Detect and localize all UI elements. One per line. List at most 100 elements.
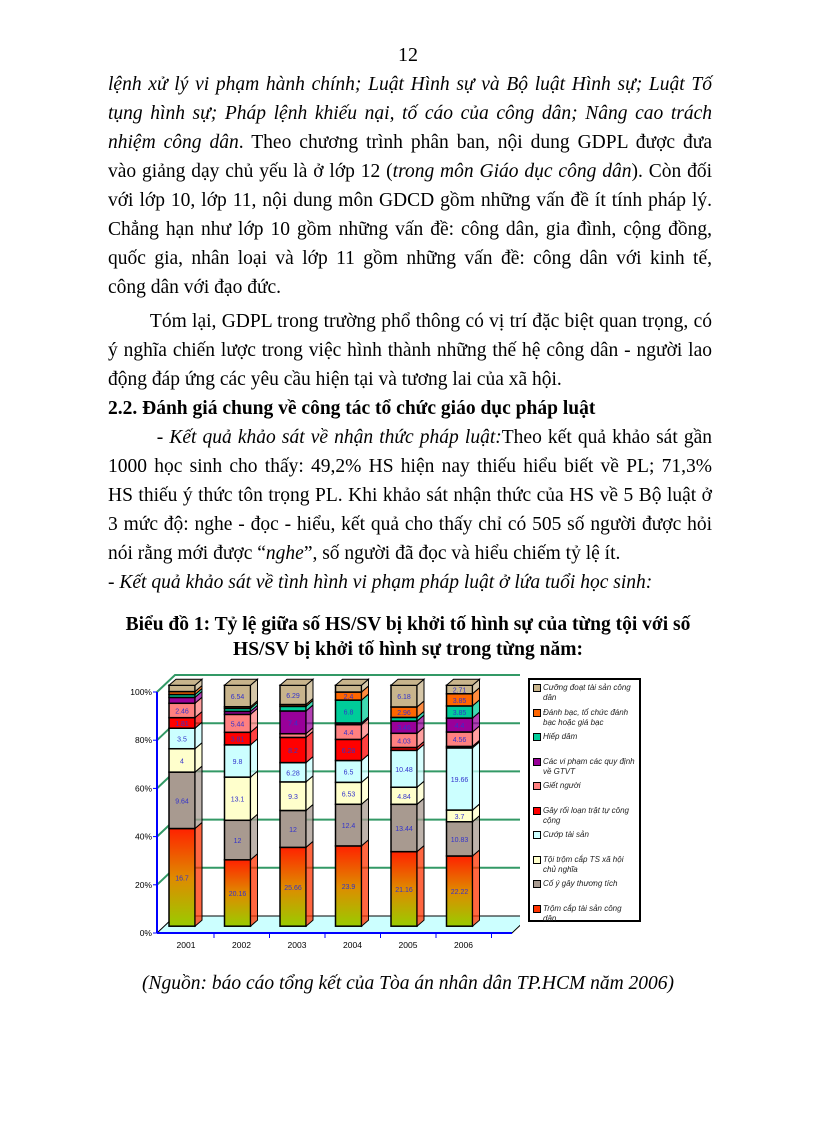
data-label: 3.85 [453, 710, 467, 717]
text-segment: ý nghĩa chiến lược trong việc hình thành… [108, 340, 712, 361]
legend-swatch [533, 708, 541, 717]
text-segment: . Theo chương trình phân ban, nội dung G… [238, 132, 713, 153]
x-tick-label: 2004 [343, 940, 362, 950]
data-label: 3.81 [231, 737, 245, 744]
legend-swatch [533, 806, 541, 815]
text-line: nhiệm công dân. Theo chương trình phân b… [108, 131, 712, 155]
text-line: tụng hình sự; Pháp lệnh khiếu nại, tố cá… [108, 102, 712, 126]
bar-segment-side [250, 852, 258, 928]
text-segment: - Kết quả khảo sát về nhận thức pháp luậ… [108, 427, 502, 448]
bar-segment-side [361, 797, 369, 848]
bar-segment-side [305, 840, 314, 928]
text-line: 2.2. Đánh giá chung về công tác tổ chức … [108, 397, 712, 421]
legend-label: Hiếp dâm [543, 732, 578, 741]
text-line: - Kết quả khảo sát về tình hình vi phạm … [108, 571, 712, 595]
bar-segment-side [416, 743, 425, 789]
bar-segment [168, 771, 196, 830]
legend-item: Gây rối loạn trật tự công cộng [533, 806, 636, 831]
text-segment: vào giảng dạy chủ yếu là ở lớp 12 ( [108, 161, 393, 182]
y-tick-label: 20% [135, 880, 152, 890]
legend-item: Cướp tài sản [533, 830, 636, 855]
legend-label: Cướp tài sản [543, 830, 589, 839]
legend-swatch [533, 733, 541, 741]
text-segment: 1000 học sinh cho thấy: 49,2% HS hiện na… [108, 456, 712, 477]
bar-top [278, 678, 315, 686]
text-segment: ). Còn đối [631, 161, 712, 182]
gridline [156, 674, 520, 693]
legend-swatch [533, 880, 541, 888]
y-tick-label: 40% [135, 832, 152, 842]
data-label: 6.28 [342, 748, 356, 755]
text-segment: động đáp ứng các yêu cầu hiện tại và tươ… [108, 369, 562, 390]
data-label: 9.3 [288, 794, 298, 801]
text-segment: ”, số người đã đọc và hiểu chiếm tỷ lệ í… [303, 543, 621, 564]
text-line: nói rằng mới được “nghe”, số người đã đọ… [108, 542, 712, 566]
bar-segment-side [305, 803, 314, 849]
data-label: 19.66 [451, 777, 469, 784]
bar-segment-side [250, 813, 258, 861]
text-segment: - Kết quả khảo sát về tình hình vi phạm … [108, 572, 653, 593]
legend-label: Tội trộm cắp TS xã hội chủ nghĩa [543, 854, 624, 874]
bar-segment-side [194, 765, 203, 830]
text-segment: với lớp 10, lớp 11, nội dung môn GDCD gồ… [108, 190, 712, 211]
data-label: 6.5 [344, 769, 354, 776]
bar-segment-side [472, 740, 480, 812]
bar-segment [223, 819, 252, 861]
bar-segment-side [416, 797, 425, 853]
y-tick-label: 60% [135, 783, 152, 793]
data-label: 25.66 [284, 885, 302, 892]
text-segment: công dân với đạo đức. [108, 277, 282, 298]
legend-label: Cố ý gây thương tích [543, 879, 618, 888]
text-segment: nhiệm công dân [108, 132, 239, 153]
data-label: 2.96 [397, 710, 411, 717]
legend-item: Tội trộm cắp TS xã hội chủ nghĩa [533, 855, 636, 880]
bar-top [167, 678, 204, 686]
data-label: 6.8 [344, 710, 354, 717]
bar-segment-side [416, 844, 425, 928]
data-label: 3.46 [397, 725, 411, 732]
stacked-bar-chart: 0% 20% 40% 60% 80% 100% 16.7 9.64 4 3.5 1.81 2.46 20… [130, 674, 520, 950]
chart-title-line-1: Biểu đồ 1: Tỷ lệ giữa số HS/SV bị khởi t… [125, 614, 691, 635]
legend-item: Hiếp dâm [533, 732, 636, 757]
data-label: 1.81 [175, 721, 189, 728]
data-label: 2.71 [453, 687, 467, 694]
data-label: 20.16 [229, 891, 247, 898]
text-segment: Chẳng hạn như lớp 10 gồm những vấn đề: c… [108, 219, 712, 240]
data-label: 12.4 [342, 823, 356, 830]
x-tick-label: 2001 [177, 940, 196, 950]
text-segment: Theo kết quả khảo sát gần [501, 427, 713, 448]
text-line: quốc gia, nhân loại và lớp 11 gồm những … [108, 247, 712, 271]
bar-segment [279, 809, 307, 849]
data-label: 6.54 [231, 694, 245, 701]
bar-segment-side [472, 848, 480, 928]
bar-segment [334, 684, 363, 693]
legend-label: Đánh bạc, tổ chức đánh bạc hoặc giá bạc [543, 707, 629, 727]
y-tick-label: 0% [140, 928, 153, 938]
text-segment: 3 mức độ: nghe - đọc - hiểu, kết quả cho… [108, 514, 712, 535]
data-label: 4 [180, 758, 184, 765]
text-segment: 2.2. Đánh giá chung về công tác tổ chức … [108, 398, 596, 419]
text-line: với lớp 10, lớp 11, nội dung môn GDCD gồ… [108, 189, 712, 213]
bar-segment-side [472, 814, 480, 858]
data-label: 5.44 [231, 721, 245, 728]
bar-segment [279, 736, 307, 764]
text-segment: nghe [265, 543, 304, 564]
text-segment: Tóm lại, GDPL trong trường phổ thông có … [108, 311, 712, 332]
text-line: vào giảng dạy chủ yếu là ở lớp 12 (trong… [108, 160, 712, 184]
data-label: 6.18 [397, 694, 411, 701]
text-segment: trong môn Giáo dục công dân [392, 161, 632, 182]
bar-top [389, 678, 426, 686]
x-tick-label: 2002 [232, 940, 251, 950]
text-line: 3 mức độ: nghe - đọc - hiểu, kết quả cho… [108, 513, 712, 537]
bar-segment [168, 696, 196, 705]
x-tick-label: 2006 [454, 940, 473, 950]
text-line: công dân với đạo đức. [108, 276, 712, 300]
legend-swatch [533, 831, 541, 839]
chart-title-line-2: HS/SV bị khởi tố hình sự trong từng năm: [233, 639, 583, 660]
data-label: 6.28 [286, 770, 300, 777]
data-label: 9.8 [233, 759, 243, 766]
data-label: 3.5 [177, 736, 187, 743]
legend-item: Các vi phạm các quy định về GTVT [533, 757, 636, 782]
page-number: 12 [398, 44, 418, 66]
data-label: 2.4 [344, 694, 354, 701]
